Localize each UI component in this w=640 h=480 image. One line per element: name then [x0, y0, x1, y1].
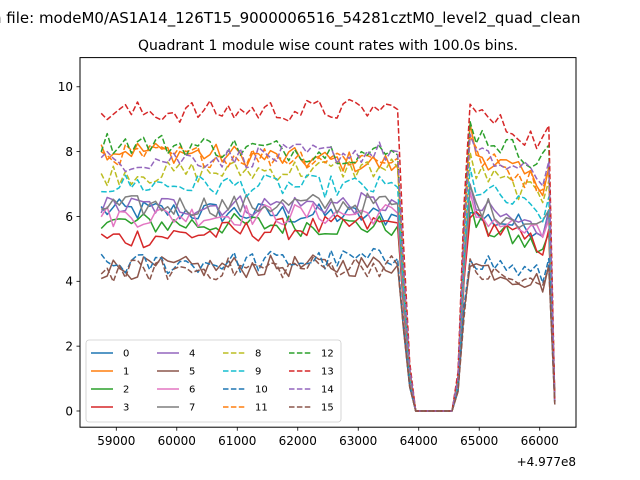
legend-label-0: 0 [123, 349, 129, 360]
series-line-3 [100, 210, 556, 412]
legend-label-9: 9 [255, 367, 261, 378]
x-tick-label: 63000 [339, 434, 377, 448]
series-line-1 [100, 122, 556, 412]
series-line-9 [101, 166, 556, 412]
legend-label-8: 8 [255, 349, 261, 360]
axes-frame [79, 57, 577, 428]
legend-label-10: 10 [255, 385, 268, 396]
series-line-15 [100, 255, 556, 412]
series-layer [100, 98, 556, 412]
y-tick-label: 4 [65, 275, 73, 289]
y-tick-label: 8 [65, 145, 73, 159]
legend-box [85, 339, 342, 423]
x-tick-label: 65000 [460, 434, 498, 448]
legend-label-15: 15 [321, 403, 334, 414]
series-line-11 [100, 135, 556, 412]
series-line-13 [100, 98, 556, 412]
x-tick-label: 64000 [400, 434, 438, 448]
y-tick-label: 10 [58, 80, 73, 94]
legend-label-12: 12 [321, 349, 334, 360]
x-axis: 59000 60000 61000 62000 63000 64000 65000 66000 [97, 427, 559, 448]
legend-label-6: 6 [189, 385, 195, 396]
series-line-14 [100, 133, 556, 412]
legend-label-5: 5 [189, 367, 195, 378]
legend-label-11: 11 [255, 403, 268, 414]
series-line-2 [100, 200, 556, 412]
x-tick-label: 61000 [218, 434, 256, 448]
legend-label-3: 3 [123, 403, 129, 414]
legend-label-7: 7 [189, 403, 195, 414]
y-axis: 0 2 4 6 8 10 [58, 80, 80, 418]
series-line-5 [100, 254, 556, 412]
legend-label-13: 13 [321, 367, 334, 378]
x-tick-label: 60000 [158, 434, 196, 448]
y-tick-label: 0 [65, 404, 73, 418]
x-tick-label: 62000 [279, 434, 317, 448]
y-tick-label: 6 [65, 210, 73, 224]
legend-label-14: 14 [321, 385, 334, 396]
legend-label-1: 1 [123, 367, 129, 378]
legend-label-4: 4 [189, 349, 195, 360]
x-tick-label: 66000 [521, 434, 559, 448]
x-tick-label: 59000 [97, 434, 135, 448]
chart-title: Quadrant 1 module wise count rates with … [138, 38, 518, 54]
plot-area [79, 57, 577, 428]
series-line-7 [101, 184, 556, 412]
y-tick-label: 2 [65, 339, 73, 353]
figure-suptitle: n file: modeM0/AS1A14_126T15_9000006516_… [0, 9, 581, 28]
x-axis-offset-label: +4.977e8 [517, 455, 576, 469]
series-line-12 [100, 120, 556, 412]
legend-label-2: 2 [123, 385, 129, 396]
series-line-8 [100, 151, 556, 412]
series-line-6 [100, 191, 556, 412]
